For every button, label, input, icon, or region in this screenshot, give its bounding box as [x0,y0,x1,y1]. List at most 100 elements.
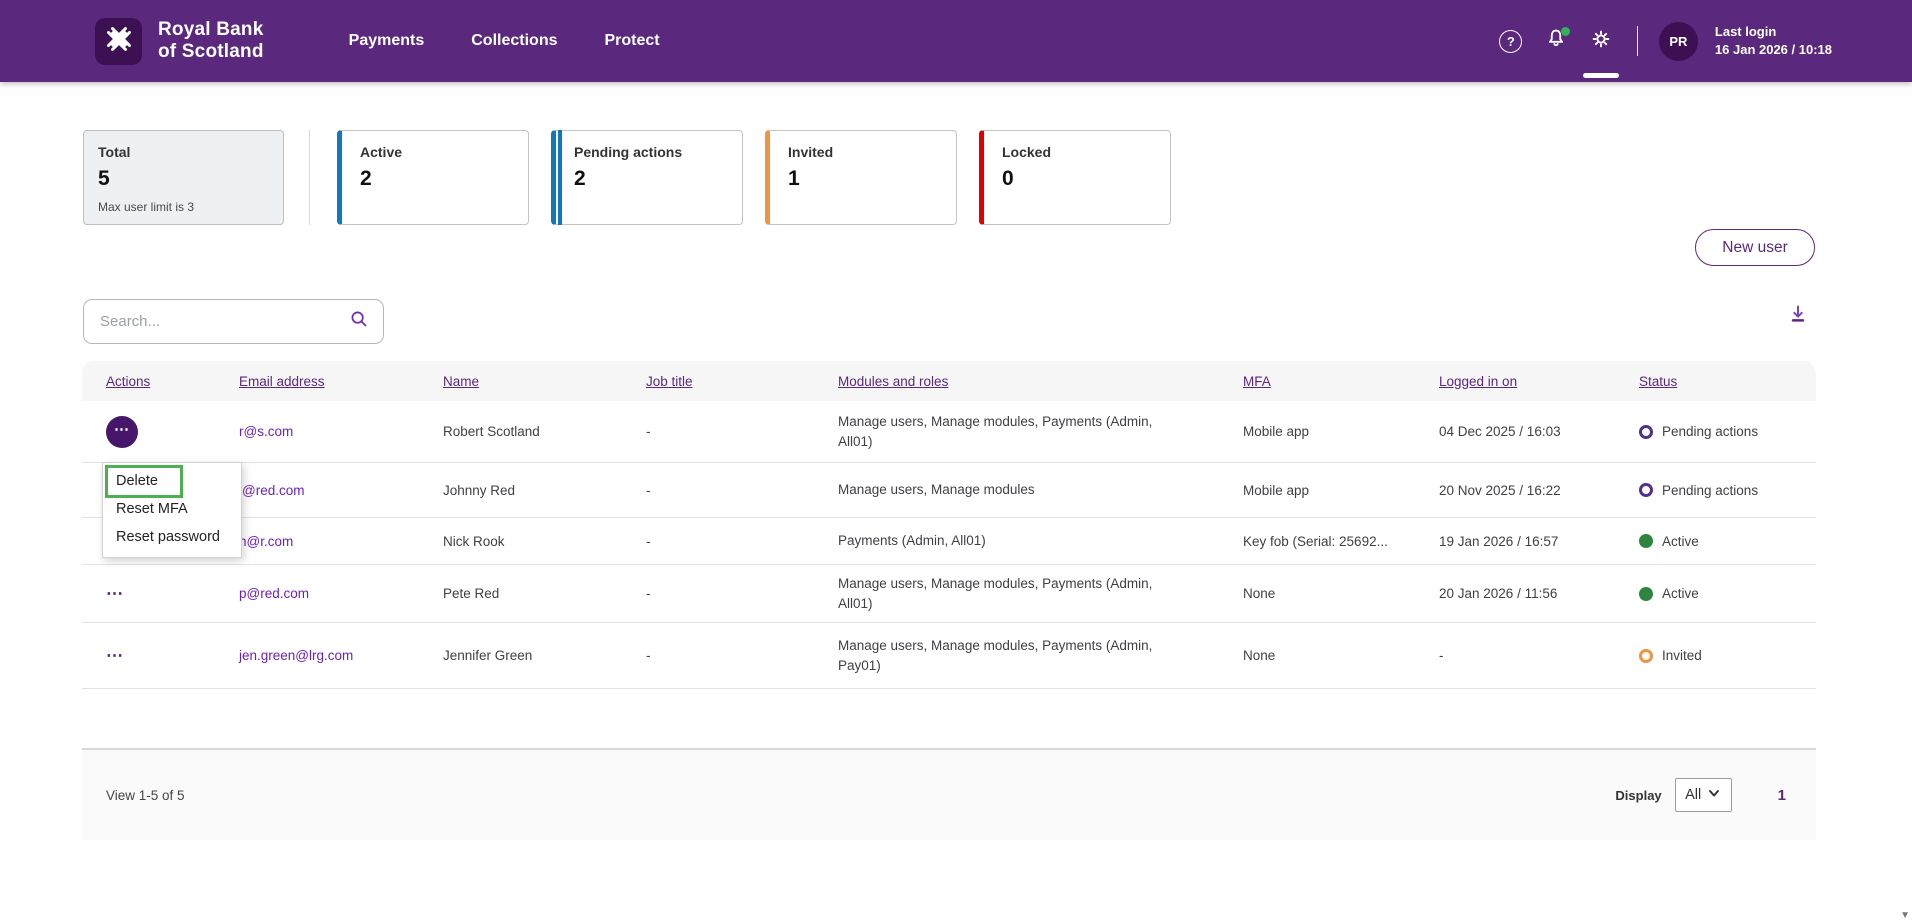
card-total: Total 5 Max user limit is 3 [83,130,284,225]
email-link[interactable]: p@red.com [239,586,309,601]
status-cell: Invited [1639,648,1816,663]
email-link[interactable]: n@r.com [239,533,294,549]
brand-name: Royal Bank of Scotland [158,19,264,64]
last-login: Last login 16 Jan 2026 / 10:18 [1715,23,1832,58]
new-user-button[interactable]: New user [1695,229,1815,266]
nav-item-collections[interactable]: Collections [471,32,558,49]
card-label: Invited [788,144,834,160]
actions-cell: ⋯ [106,415,239,448]
card-pending-actions: Pending actions 2 [551,130,743,225]
actions-cell: ⋯ [106,585,239,602]
menu-item-delete[interactable]: Delete [116,473,158,489]
settings-button[interactable] [1582,0,1619,82]
mfa-cell: None [1243,586,1276,601]
menu-item-reset-mfa[interactable]: Reset MFA [116,501,188,517]
header-mfa[interactable]: MFA [1243,373,1271,389]
notifications-button[interactable] [1541,0,1571,82]
modules-cell: Manage users, Manage modules, Payments (… [838,637,1153,673]
card-total-note: Max user limit is 3 [98,200,195,214]
email-link[interactable]: j@red.com [239,482,305,498]
help-button[interactable]: ? [1496,0,1526,82]
rbs-logo[interactable] [95,17,142,65]
header-modules-and-roles[interactable]: Modules and roles [838,373,949,389]
status-active-icon [1639,534,1653,548]
table-header-row: Actions Email address Name Job title Modules… [82,361,1816,401]
header-job-title[interactable]: Job title [646,373,693,389]
pagination-summary: View 1-5 of 5 [106,787,185,803]
avatar[interactable]: PR [1658,21,1698,61]
modules-cell: Manage users, Manage modules [838,482,1035,498]
name-cell: Jennifer Green [443,648,533,663]
header-status[interactable]: Status [1639,373,1678,389]
user-row-jennifer-green: ⋯ jen.green@lrg.com Jennifer Green - Manage … [82,623,1816,689]
scrollbar-down-arrow[interactable]: ▼ [1900,910,1910,921]
status-invited-icon [1639,648,1653,663]
card-label: Pending actions [574,144,683,160]
card-total-label: Total [98,144,131,160]
card-locked: Locked 0 [979,130,1171,225]
status-label: Invited [1662,648,1702,663]
status-pending-icon [1639,483,1653,497]
modules-cell: Manage users, Manage modules, Payments (… [838,575,1153,611]
table-body: ⋯ r@s.com Robert Scotland - Manage users, Ma… [82,401,1816,689]
logged-in-cell: 19 Jan 2026 / 16:57 [1439,533,1559,549]
notification-dot [1560,27,1570,36]
row-actions-menu: Delete Reset MFA Reset password [102,462,242,558]
ellipsis-icon[interactable]: ⋯ [106,646,125,665]
ellipsis-icon[interactable]: ⋯ [106,584,125,603]
user-row-pete-red: ⋯ p@red.com Pete Red - Manage users, Manage … [82,565,1816,623]
email-cell: r@s.com [239,424,443,439]
user-row-robert-scotland: ⋯ r@s.com Robert Scotland - Manage users, Ma… [82,401,1816,463]
email-link[interactable]: r@s.com [239,424,294,439]
last-login-label: Last login [1714,24,1777,40]
rbs-daisy-wheel-icon [102,22,136,61]
header-name[interactable]: Name [443,373,480,389]
modules-cell: Manage users, Manage modules, Payments (… [838,413,1153,449]
card-total-value: 5 [98,167,110,190]
job-title-cell: - [646,533,651,549]
page-number[interactable]: 1 [1777,786,1786,804]
logged-in-cell: - [1439,648,1444,663]
logged-in-cell: 20 Jan 2026 / 11:56 [1439,586,1558,601]
search-box [83,299,384,344]
bell-icon [1543,26,1569,57]
email-cell: jen.green@lrg.com [239,648,443,663]
help-icon: ? [1499,29,1523,53]
name-cell: Johnny Red [443,482,516,498]
cards-divider [309,130,310,225]
nav-item-payments[interactable]: Payments [348,32,425,49]
download-button[interactable] [1784,302,1812,330]
card-value: 2 [574,167,586,190]
menu-item-reset-password[interactable]: Reset password [116,529,220,545]
card-value: 1 [788,167,800,190]
status-active-icon [1639,586,1653,601]
logged-in-cell: 04 Dec 2025 / 16:03 [1439,424,1561,439]
mfa-cell: Key fob (Serial: 25692... [1243,533,1388,549]
status-label: Pending actions [1662,424,1759,439]
navbar-divider [1636,26,1638,56]
status-label: Active [1662,533,1699,549]
last-login-value: 16 Jan 2026 / 10:18 [1714,42,1832,57]
mfa-cell: Mobile app [1243,424,1310,439]
row-actions-button-open[interactable]: ⋯ [106,415,138,448]
header-email-address[interactable]: Email address [239,373,325,389]
email-cell: j@red.com [239,483,443,498]
gear-icon [1588,26,1614,57]
name-cell: Nick Rook [443,533,505,549]
brand-line-1: Royal Bank [158,18,264,40]
header-logged-in-on[interactable]: Logged in on [1439,373,1518,389]
nav-item-protect[interactable]: Protect [604,32,660,49]
email-link[interactable]: jen.green@lrg.com [239,648,354,663]
primary-nav: Payments Collections Protect [349,32,660,50]
job-title-cell: - [646,586,651,601]
name-cell: Pete Red [443,586,500,601]
footer-right-cluster: Display All 1 [1615,778,1786,812]
page-size-select[interactable]: All [1674,778,1732,812]
search-icon[interactable] [349,309,369,334]
search-input[interactable] [100,313,349,330]
mfa-cell: Mobile app [1243,482,1310,498]
chevron-down-icon [1707,786,1721,804]
card-active: Active 2 [337,130,529,225]
header-actions[interactable]: Actions [106,373,151,389]
